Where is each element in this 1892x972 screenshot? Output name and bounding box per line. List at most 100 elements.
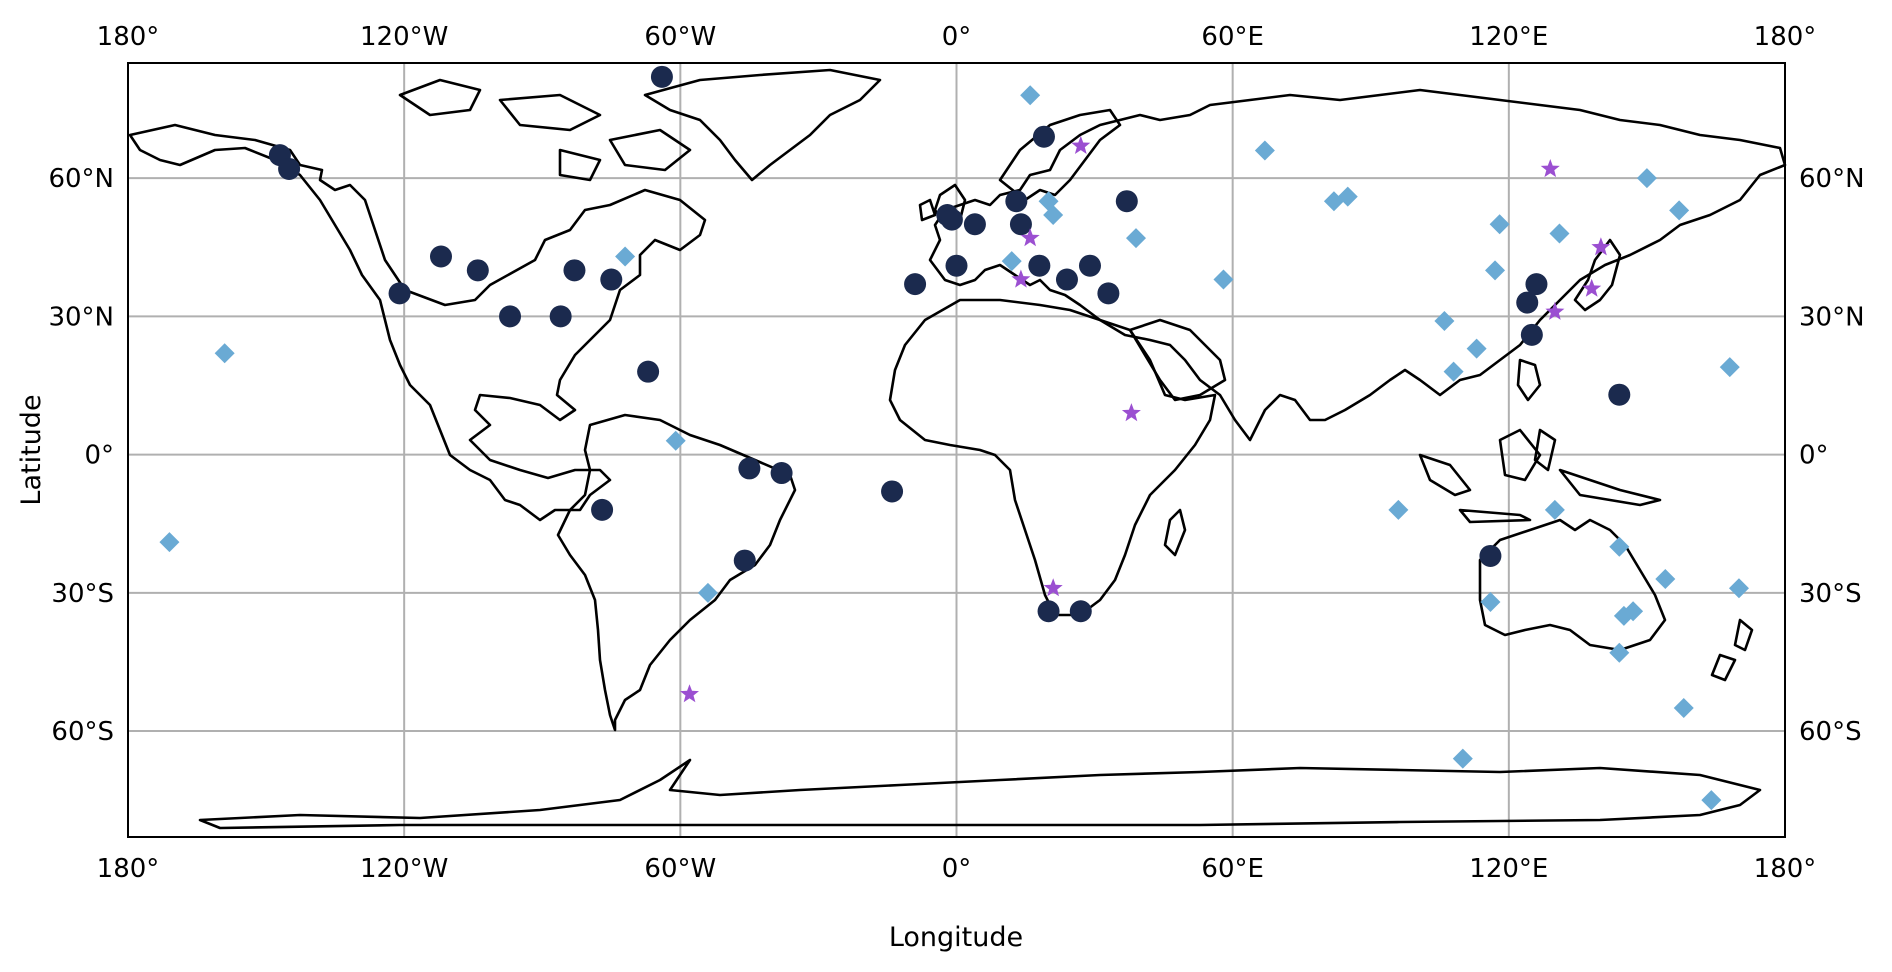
north-america-coastline [128,123,707,522]
circle-marker [1097,282,1120,305]
station-markers [159,65,1749,811]
circle-marker [1525,273,1548,296]
star-marker [1043,578,1063,597]
circle-marker [940,208,963,231]
y-axis-title: Latitude [16,394,47,505]
x-tick-label-top: 180° [1754,22,1817,52]
x-tick-label-bottom: 120°E [1469,854,1548,884]
circle-marker [1037,600,1060,623]
y-tick-label-left: 60°S [51,717,114,747]
y-tick-label-right: 60°S [1799,717,1862,747]
y-tick-label-left: 0° [84,441,114,471]
australia-coastline [1478,518,1667,652]
circle-marker [1608,383,1631,406]
star-marker [1011,269,1031,288]
arabia-coastline [1128,318,1227,402]
diamond-marker [1636,168,1657,189]
circle-marker [1055,268,1078,291]
diamond-marker [1466,338,1487,359]
circle-marker [963,213,986,236]
x-tick-label-bottom: 180° [1754,854,1817,884]
x-tick-label-bottom: 60°W [644,854,716,884]
diamond-marker [214,343,235,364]
circle-marker [549,305,572,328]
x-tick-label-top: 120°W [360,22,448,52]
circle-marker [388,282,411,305]
diamond-marker [1452,748,1473,769]
diamond-marker [1701,790,1722,811]
x-tick-label-top: 60°E [1201,22,1264,52]
diamond-marker [665,430,686,451]
star-marker [1071,135,1091,154]
diamond-marker [1480,592,1501,613]
y-tick-label-right: 30°S [1799,579,1862,609]
diamond-marker [1254,140,1275,161]
y-tick-label-left: 60°N [48,164,114,194]
antarctica-coastline [198,758,1762,830]
circle-marker [563,259,586,282]
x-tick-label-bottom: 0° [942,854,972,884]
circle-marker [1009,213,1032,236]
diamond-marker [1669,200,1690,221]
diamond-marker [1673,698,1694,718]
arctic-islands-coastline [398,78,692,182]
circle-marker [650,65,673,88]
circle-marker [600,268,623,291]
circle-marker [770,462,793,485]
circle-marker [1005,190,1028,213]
circle-marker [499,305,522,328]
circle-marker [738,457,761,480]
diamond-marker [1719,357,1740,378]
circle-marker [591,498,614,521]
star-marker [1540,159,1560,178]
circle-marker [1516,291,1539,314]
star-marker [1121,403,1141,422]
circle-marker [1028,254,1051,277]
diamond-marker [1728,578,1749,599]
map-frame [127,62,1786,838]
diamond-marker [1609,536,1630,557]
circle-marker [637,360,660,383]
diamond-marker [1213,269,1234,290]
circle-marker [278,157,301,180]
diamond-marker [1001,251,1022,272]
diamond-marker [159,532,180,553]
y-tick-label-left: 30°S [51,579,114,609]
diamond-marker [1655,569,1676,589]
diamond-marker [1443,361,1464,382]
diamond-marker [1388,499,1409,520]
diamond-marker [1549,223,1570,244]
circle-marker [429,245,452,268]
x-tick-label-top: 180° [97,22,160,52]
coastlines [128,68,1787,830]
star-marker [1020,228,1040,247]
x-tick-label-top: 60°W [644,22,716,52]
circle-marker [1032,125,1055,148]
diamond-marker [1623,601,1644,622]
diamond-marker [1485,260,1506,281]
circle-marker [466,259,489,282]
sea-islands-coastline [1418,358,1662,524]
y-tick-label-right: 30°N [1799,302,1865,332]
star-marker [1545,301,1565,320]
diamond-marker [1489,214,1510,235]
x-tick-label-bottom: 120°W [360,854,448,884]
diamond-marker [1544,499,1565,520]
y-tick-label-left: 30°N [48,302,114,332]
scandinavia-coastline [998,108,1122,202]
eurasia-coastline [928,88,1787,442]
x-tick-label-bottom: 180° [97,854,160,884]
circle-marker [881,480,904,503]
south-america-coastline [556,413,797,732]
circle-marker [1479,544,1502,567]
x-tick-label-top: 120°E [1469,22,1548,52]
circle-marker [1115,190,1138,213]
africa-coastline [888,298,1217,617]
circle-marker [945,254,968,277]
diamond-marker [615,246,636,267]
axis-tick-labels: 180° 180° 120°W 120°W 60°W 60°W 0° 0° 60°E 60°E 12… [48,22,1864,884]
new-zealand-coastline [1710,618,1754,682]
greenland-coastline [643,68,882,182]
x-tick-label-top: 0° [942,22,972,52]
